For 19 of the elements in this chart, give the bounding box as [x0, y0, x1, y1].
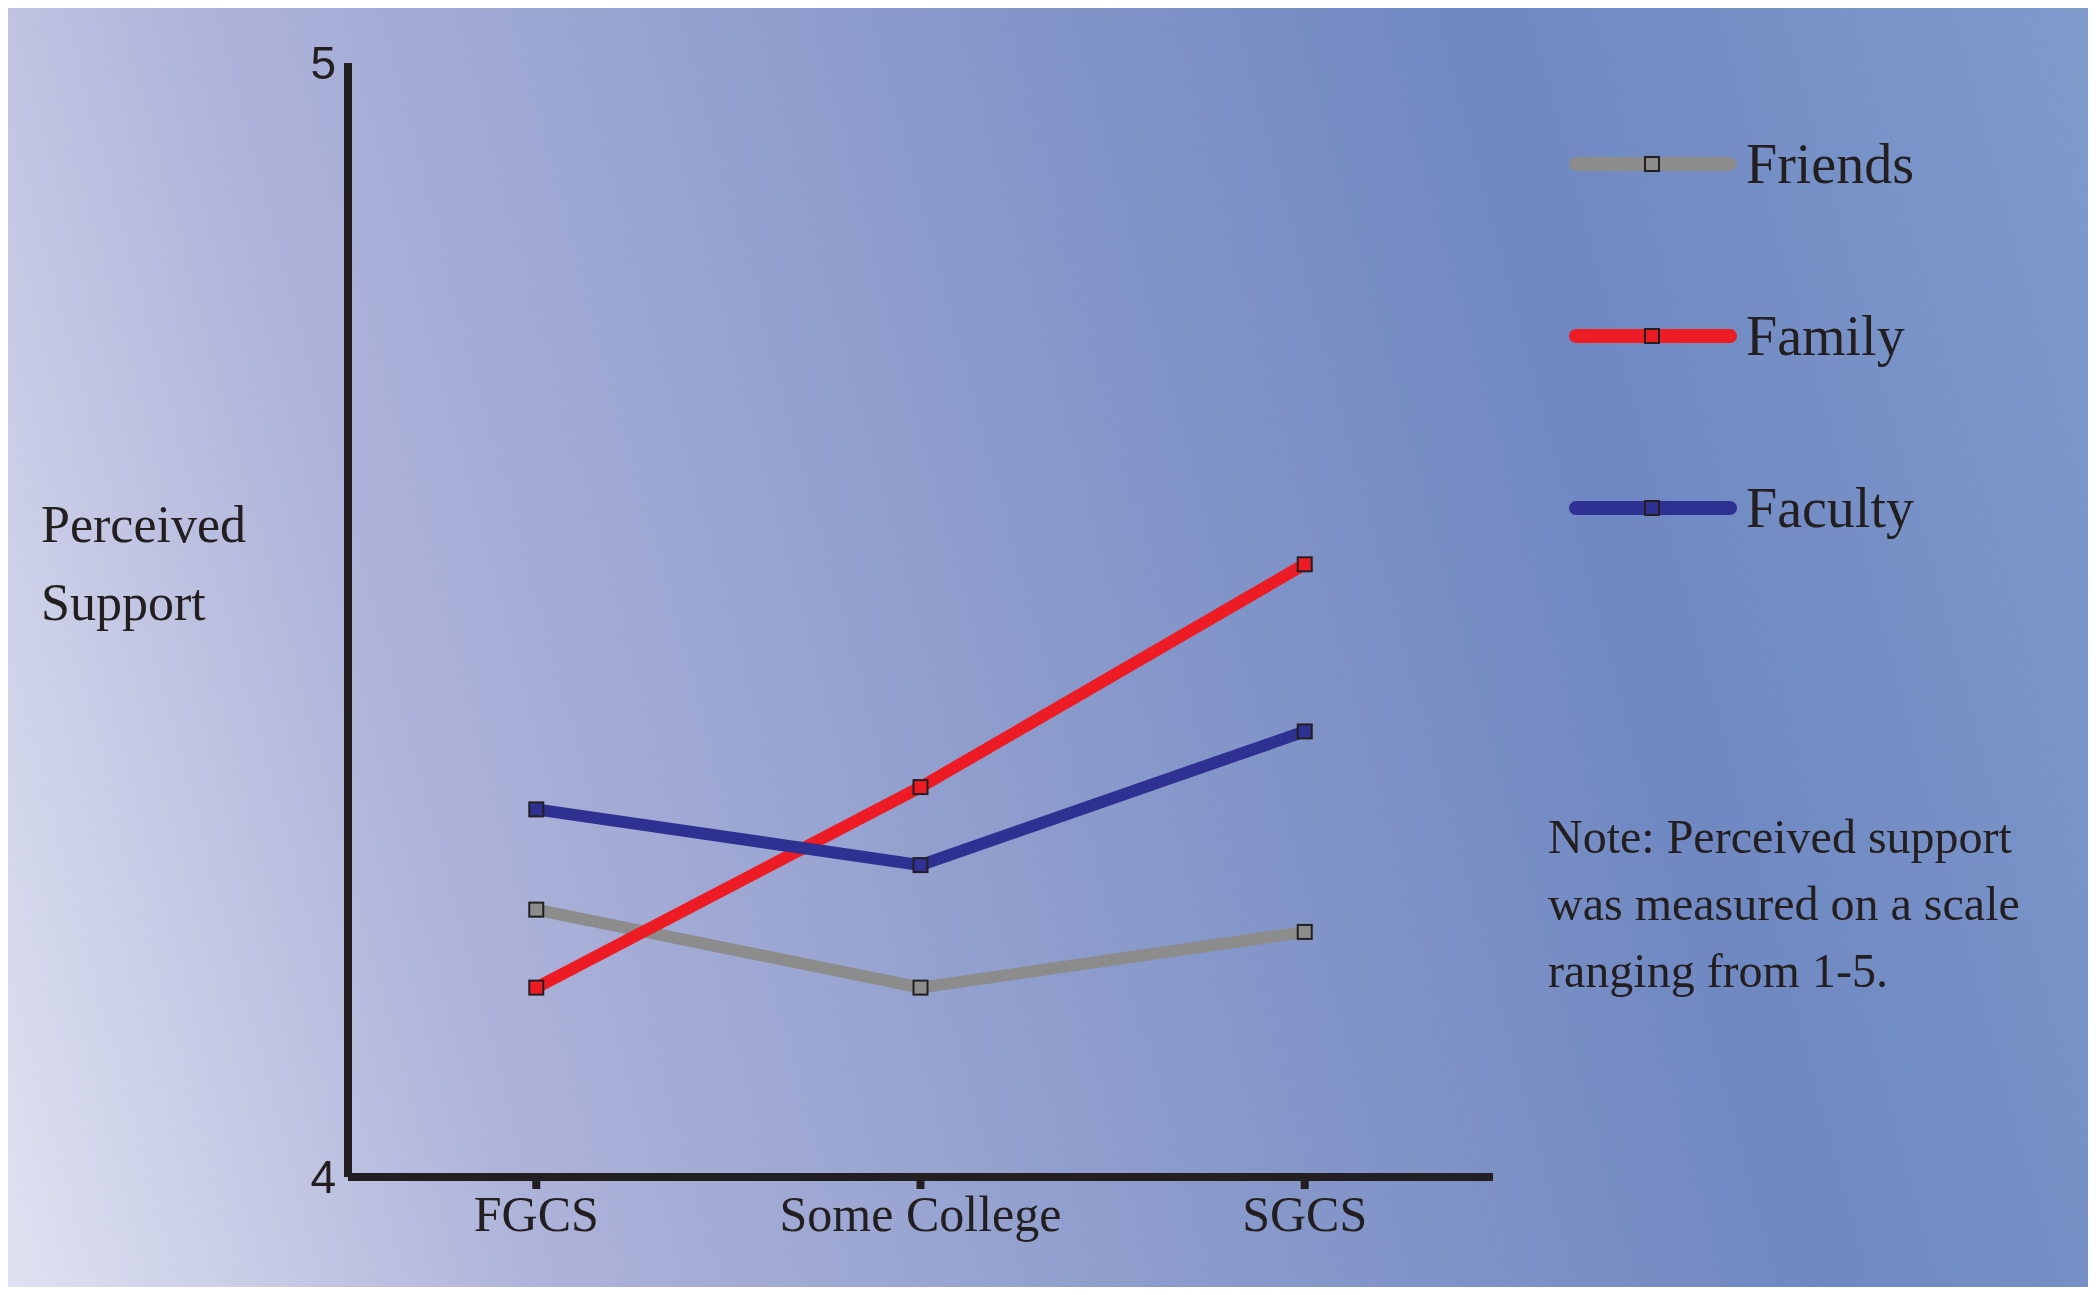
x-tick-label: Some College: [779, 1185, 1062, 1242]
point: [912, 779, 929, 796]
x-tick-label: FGCS: [473, 1185, 599, 1242]
point: [912, 857, 929, 874]
point: [1296, 923, 1313, 940]
x-tick-label: SGCS: [1242, 1185, 1368, 1242]
point: [1296, 556, 1313, 573]
point: [912, 979, 929, 996]
point: [528, 801, 545, 818]
legend-label: Family: [1746, 304, 1905, 368]
y-tick-label: 4: [310, 1151, 336, 1204]
text: Note: Perceived support was measured on a scale ranging from 1-5.: [1548, 809, 2021, 1000]
y-axis-title: Perceived Support: [41, 495, 247, 633]
point: [528, 979, 545, 996]
legend-label: Friends: [1746, 132, 1914, 196]
y-tick-label: 5: [310, 37, 336, 90]
point: [528, 901, 545, 918]
point: [1296, 723, 1313, 740]
legend-label: Faculty: [1746, 476, 1914, 540]
